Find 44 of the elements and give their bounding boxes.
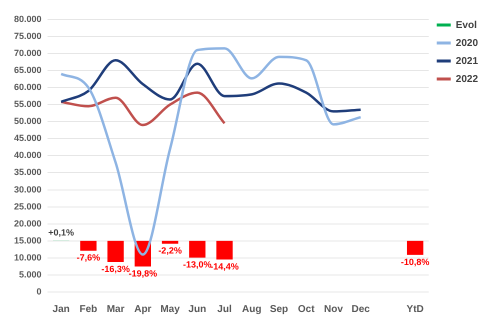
y-tick-label: 75.000 (14, 30, 42, 41)
y-tick-label: 30.000 (14, 184, 42, 194)
data-label: -19,8% (128, 268, 158, 278)
data-label: -2,2% (158, 246, 182, 256)
y-tick-label: 65.000 (14, 64, 42, 75)
legend-label: 2020 (456, 38, 478, 49)
y-tick-label: 70.000 (14, 48, 42, 58)
y-tick-label: 50.000 (14, 116, 42, 126)
data-label: -13,0% (183, 260, 212, 270)
legend-label: 2022 (456, 74, 478, 85)
y-tick-label: 35.000 (14, 167, 42, 178)
x-tick-label: Dec (352, 304, 370, 315)
legend-label: Evol (456, 20, 478, 31)
y-tick-label: 80.000 (14, 14, 42, 24)
y-tick-label: 60.000 (14, 82, 42, 92)
x-tick-label: May (160, 304, 180, 315)
y-tick-label: 55.000 (14, 99, 42, 110)
line-series (60, 59, 362, 113)
data-label: -14,4% (210, 261, 239, 272)
y-tick-label: 5.000 (18, 269, 42, 280)
legend-label: 2021 (456, 56, 478, 67)
x-tick-label: Aug (242, 304, 262, 315)
data-label: +0,1% (48, 228, 74, 238)
x-tick-label: YtD (406, 304, 424, 315)
x-tick-label: Mar (106, 304, 125, 315)
x-tick-label: Jul (217, 304, 232, 315)
y-tick-label: 10.000 (14, 252, 42, 262)
y-tick-label: 20.000 (14, 218, 42, 228)
y-tick-label: 15.000 (14, 235, 42, 246)
line-series (60, 91, 226, 126)
data-label: -10,8% (400, 256, 430, 267)
y-tick-label: 25.000 (14, 201, 42, 212)
x-tick-label: Jan (52, 304, 70, 315)
y-tick-label: 45.000 (14, 133, 42, 144)
y-tick-label: 40.000 (14, 150, 42, 160)
x-tick-label: Feb (79, 304, 98, 315)
y-tick-label: 0 (36, 286, 42, 296)
data-label: -16,3% (101, 264, 130, 274)
x-tick-label: Nov (324, 304, 344, 315)
x-tick-label: Apr (134, 304, 152, 315)
x-tick-label: Oct (298, 304, 316, 315)
x-tick-label: Sep (270, 304, 288, 315)
x-tick-label: Jun (188, 304, 206, 315)
data-label: -7,6% (76, 252, 100, 263)
